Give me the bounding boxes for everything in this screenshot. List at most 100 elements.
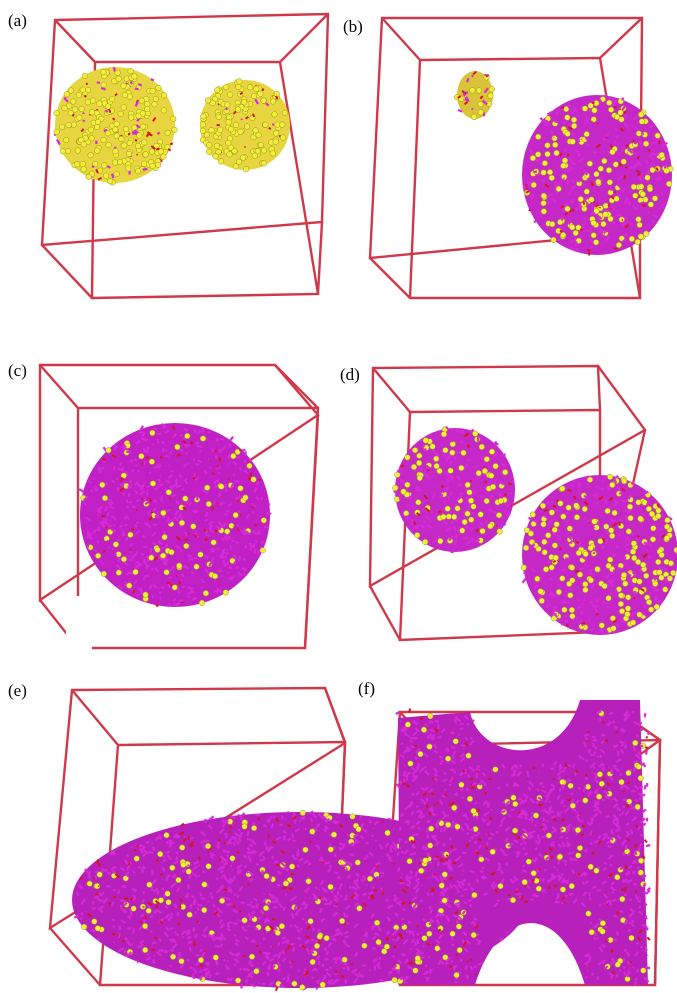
- bond: [609, 788, 610, 789]
- cube-edge: [50, 928, 100, 985]
- bond: [467, 961, 468, 962]
- bond: [77, 894, 79, 895]
- particle: [227, 152, 233, 158]
- particle: [541, 209, 547, 215]
- bond: [628, 963, 630, 965]
- bond: [170, 966, 172, 967]
- bond: [550, 845, 555, 846]
- bond: [197, 446, 202, 447]
- particle: [493, 767, 499, 773]
- bond: [653, 215, 657, 217]
- panel-label: (f): [358, 679, 375, 698]
- bond: [400, 495, 401, 500]
- particle: [558, 501, 564, 507]
- bond: [399, 839, 401, 842]
- bond: [102, 459, 106, 460]
- bond: [589, 792, 592, 793]
- bond: [582, 826, 585, 827]
- bond: [655, 596, 656, 600]
- particle: [659, 152, 665, 158]
- bond: [193, 598, 197, 599]
- bond: [224, 850, 225, 853]
- bond: [531, 835, 532, 839]
- bond: [639, 725, 640, 727]
- bond: [524, 573, 527, 574]
- figure: (a) (b) (c) (d) (e) (f): [0, 0, 677, 993]
- particle: [141, 161, 147, 167]
- bond: [268, 504, 270, 505]
- bond: [220, 438, 224, 440]
- bond: [239, 512, 241, 513]
- particle: [513, 801, 519, 807]
- bond: [321, 817, 325, 818]
- particle: [443, 447, 449, 453]
- particle: [652, 581, 658, 587]
- bond: [231, 889, 232, 894]
- bond: [517, 837, 520, 838]
- bond: [146, 457, 150, 458]
- particle: [253, 86, 259, 92]
- bond: [576, 770, 577, 773]
- bond: [407, 777, 408, 781]
- bond: [162, 483, 163, 486]
- particle: [198, 957, 204, 963]
- particle: [582, 506, 588, 512]
- bond: [632, 533, 633, 536]
- bond: [452, 521, 453, 524]
- bond: [159, 949, 160, 952]
- particle: [654, 604, 660, 610]
- bond: [536, 858, 537, 861]
- bond: [254, 941, 255, 943]
- bond: [101, 468, 103, 469]
- bond: [535, 848, 537, 849]
- bond: [477, 529, 478, 533]
- bond: [218, 570, 222, 571]
- bond: [306, 828, 307, 830]
- bond: [362, 894, 366, 895]
- particle: [254, 968, 260, 974]
- bond: [603, 834, 607, 835]
- particle: [80, 161, 86, 167]
- particle: [570, 139, 576, 145]
- bond: [544, 510, 548, 511]
- bond: [231, 978, 232, 981]
- bond: [364, 940, 365, 942]
- bond: [98, 886, 99, 887]
- bond: [362, 975, 364, 978]
- bond: [199, 876, 200, 877]
- bond: [380, 888, 382, 889]
- bond: [212, 532, 214, 533]
- bond: [592, 817, 593, 821]
- bond: [131, 82, 133, 84]
- particle: [488, 523, 494, 529]
- bond: [594, 606, 599, 607]
- particle: [161, 108, 167, 114]
- particle: [600, 920, 606, 926]
- particle: [599, 781, 605, 787]
- particle: [549, 175, 555, 181]
- particle: [490, 484, 496, 490]
- bond: [253, 843, 256, 844]
- bond: [545, 853, 547, 855]
- particle: [204, 485, 210, 491]
- bond: [97, 515, 99, 516]
- particle: [376, 939, 382, 945]
- bond: [263, 89, 264, 91]
- particle: [233, 164, 239, 170]
- bond: [635, 844, 636, 848]
- particle: [462, 519, 468, 525]
- particle: [629, 935, 635, 941]
- particle: [467, 490, 473, 496]
- particle: [619, 779, 625, 785]
- bond: [193, 459, 194, 461]
- bond: [197, 905, 202, 906]
- bond: [560, 788, 561, 791]
- cube-edge: [40, 365, 78, 408]
- particle: [643, 231, 649, 237]
- bond: [170, 842, 174, 843]
- bond: [274, 861, 278, 862]
- bond: [244, 573, 245, 576]
- particle: [610, 482, 616, 488]
- bond: [416, 757, 417, 760]
- bond: [121, 905, 122, 909]
